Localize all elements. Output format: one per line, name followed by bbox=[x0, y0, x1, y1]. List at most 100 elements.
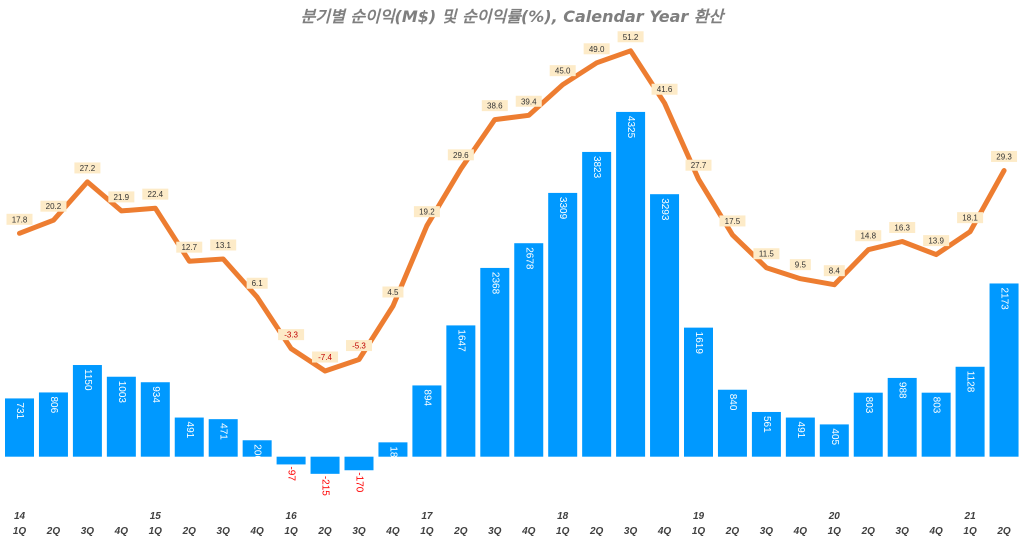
bar-value-label-18: 4325 bbox=[625, 116, 636, 139]
line-series-group bbox=[17, 48, 1007, 374]
line-label-bg-11 bbox=[382, 286, 404, 298]
x-tick-quarter-18: 3Q bbox=[624, 526, 638, 537]
line-label-bg-26 bbox=[889, 222, 916, 233]
bar-0 bbox=[5, 398, 34, 457]
x-tick-quarter-9: 2Q bbox=[317, 526, 332, 537]
line-label-bg-15 bbox=[515, 95, 542, 107]
x-tick-year-20: 20 bbox=[828, 511, 841, 522]
line-value-label-9: -7.4 bbox=[312, 351, 339, 363]
bar-value-label-3: 1003 bbox=[116, 381, 127, 404]
line-label-text-17: 49.0 bbox=[589, 45, 605, 54]
line-label-text-11: 4.5 bbox=[387, 288, 399, 297]
line-value-label-19: 41.6 bbox=[651, 83, 678, 95]
bar-20 bbox=[684, 327, 713, 457]
bar-22 bbox=[751, 411, 781, 457]
x-tick-quarter-25: 2Q bbox=[861, 526, 876, 537]
x-tick-year-17: 17 bbox=[421, 511, 433, 522]
line-label-bg-25 bbox=[855, 230, 882, 242]
bar-value-label-2: 1150 bbox=[82, 369, 93, 391]
line-value-label-24: 8.4 bbox=[823, 265, 845, 277]
x-tick-quarter-15: 4Q bbox=[521, 526, 536, 537]
line-label-text-7: 6.1 bbox=[252, 279, 264, 288]
line-label-text-29: 29.3 bbox=[996, 152, 1012, 161]
x-tick-quarter-20: 1Q bbox=[692, 526, 706, 537]
x-tick-quarter-13: 2Q bbox=[453, 526, 468, 537]
line-label-text-6: 13.1 bbox=[215, 241, 231, 250]
line-label-bg-1 bbox=[40, 200, 67, 212]
line-label-bg-20 bbox=[685, 159, 712, 171]
line-value-label-22: 11.5 bbox=[753, 248, 780, 260]
x-tick-quarter-4: 1Q bbox=[149, 526, 163, 537]
bar-value-label-1: 806 bbox=[48, 396, 59, 413]
line-label-text-4: 22.4 bbox=[148, 190, 164, 199]
line-label-bg-23 bbox=[789, 259, 811, 271]
x-tick-year-18: 18 bbox=[557, 511, 569, 522]
line-value-label-15: 39.4 bbox=[515, 95, 542, 107]
x-tick-quarter-2: 3Q bbox=[81, 526, 95, 537]
line-label-text-18: 51.2 bbox=[623, 33, 639, 42]
x-tick-year-14: 14 bbox=[14, 511, 26, 522]
line-value-label-18: 51.2 bbox=[617, 31, 644, 43]
line-label-text-10: -5.3 bbox=[352, 342, 366, 351]
line-label-bg-5 bbox=[176, 241, 203, 253]
line-label-text-25: 14.8 bbox=[860, 232, 876, 241]
bar-17 bbox=[582, 151, 612, 457]
bar-18 bbox=[616, 111, 646, 457]
bar-value-label-28: 1128 bbox=[965, 371, 976, 393]
line-label-bg-14 bbox=[481, 100, 508, 112]
line-value-label-8: -3.3 bbox=[278, 329, 305, 341]
line-value-label-0: 17.8 bbox=[6, 213, 33, 225]
line-label-bg-17 bbox=[583, 43, 610, 55]
bar-21 bbox=[717, 389, 747, 457]
bar-value-label-11: 180 bbox=[387, 446, 398, 463]
line-label-bg-19 bbox=[651, 83, 678, 95]
line-label-bg-3 bbox=[108, 191, 135, 203]
bar-value-label-27: 803 bbox=[931, 397, 942, 414]
x-tick-year-15: 15 bbox=[150, 511, 162, 522]
bar-value-label-16: 3309 bbox=[557, 197, 568, 220]
x-tick-quarter-16: 1Q bbox=[556, 526, 570, 537]
line-value-label-14: 38.6 bbox=[481, 100, 508, 112]
bar-11 bbox=[378, 442, 408, 457]
line-label-text-8: -3.3 bbox=[284, 331, 298, 340]
line-value-label-26: 16.3 bbox=[889, 222, 916, 233]
bar-value-label-0: 731 bbox=[14, 402, 25, 419]
line-value-label-3: 21.9 bbox=[108, 191, 135, 203]
x-tick-quarter-0: 1Q bbox=[13, 526, 27, 537]
line-value-label-25: 14.8 bbox=[855, 230, 882, 242]
bar-value-label-13: 1647 bbox=[455, 329, 466, 352]
x-tick-quarter-10: 3Q bbox=[352, 526, 366, 537]
line-label-bg-24 bbox=[823, 265, 845, 277]
x-tick-quarter-14: 3Q bbox=[488, 526, 502, 537]
line-label-text-13: 29.6 bbox=[453, 151, 469, 160]
x-tick-quarter-1: 2Q bbox=[46, 526, 61, 537]
line-value-label-16: 45.0 bbox=[549, 65, 576, 77]
bar-value-label-9: -215 bbox=[320, 476, 331, 496]
bar-value-label-14: 2368 bbox=[489, 272, 500, 295]
line-value-label-7: 6.1 bbox=[246, 277, 268, 289]
line-label-bg-28 bbox=[957, 212, 984, 224]
bar-value-label-8: -97 bbox=[286, 466, 297, 481]
line-label-text-14: 38.6 bbox=[487, 102, 503, 111]
bar-12 bbox=[412, 385, 442, 457]
x-tick-year-16: 16 bbox=[286, 511, 298, 522]
bar-15 bbox=[514, 243, 544, 457]
line-label-bg-12 bbox=[413, 206, 440, 218]
bar-value-label-22: 561 bbox=[761, 416, 772, 433]
bar-value-label-15: 2678 bbox=[523, 247, 534, 270]
line-label-bg-13 bbox=[447, 149, 474, 161]
bar-value-label-6: 471 bbox=[218, 423, 229, 440]
bar-value-label-24: 405 bbox=[829, 428, 840, 445]
line-label-bg-9 bbox=[312, 351, 339, 363]
line-label-text-26: 16.3 bbox=[894, 224, 910, 233]
bar-24 bbox=[819, 424, 849, 457]
x-tick-quarter-6: 3Q bbox=[217, 526, 231, 537]
line-label-bg-21 bbox=[719, 215, 746, 227]
x-tick-quarter-23: 4Q bbox=[793, 526, 808, 537]
line-label-text-15: 39.4 bbox=[521, 97, 537, 106]
line-label-text-3: 21.9 bbox=[114, 193, 130, 202]
x-tick-year-19: 19 bbox=[693, 511, 705, 522]
bar-value-label-26: 988 bbox=[897, 382, 908, 399]
bar-26 bbox=[887, 377, 917, 457]
bar-4 bbox=[140, 382, 170, 457]
